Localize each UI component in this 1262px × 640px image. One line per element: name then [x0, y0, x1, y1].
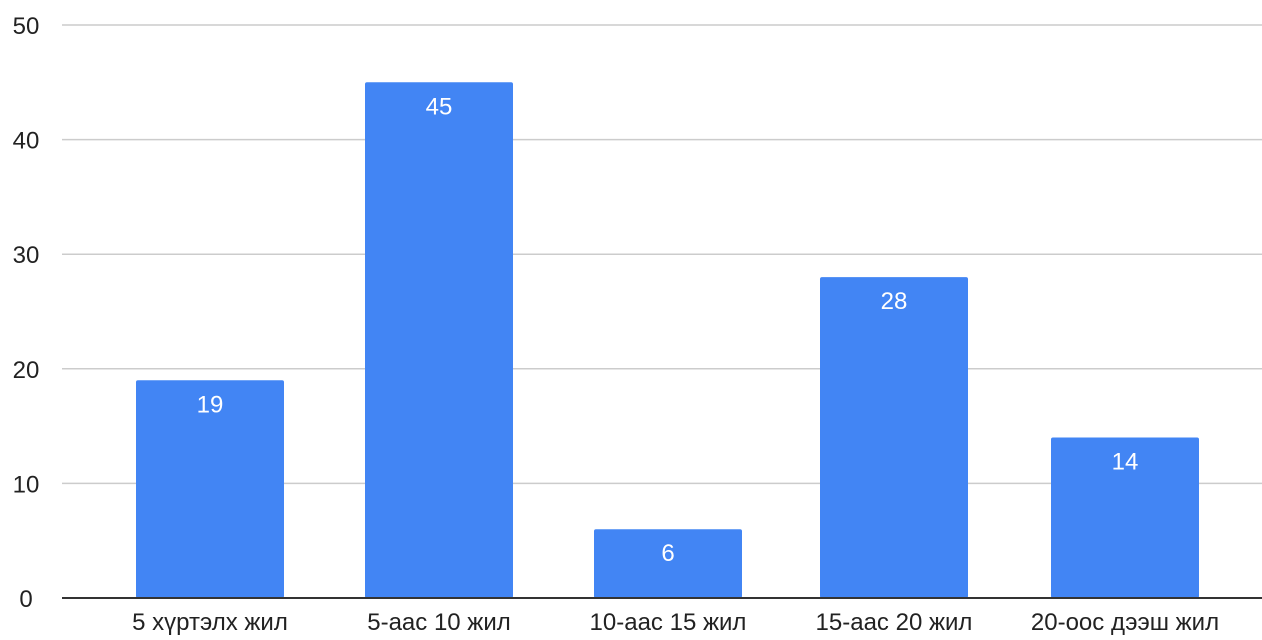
data-label-5: 14 — [1112, 449, 1139, 476]
x-category-label-5: 20-оос дээш жил — [1031, 609, 1219, 636]
x-axis-categories: 5 хүртэлх жил 5-аас 10 жил 10-аас 15 жил 15… — [132, 609, 1219, 636]
bar-3 — [594, 529, 742, 598]
y-tick-label: 20 — [13, 357, 40, 384]
y-tick-label: 0 — [19, 586, 32, 613]
bar-4 — [820, 277, 968, 598]
x-category-label-3: 10-аас 15 жил — [590, 609, 747, 636]
bar-5 — [1051, 437, 1199, 598]
y-tick-label: 10 — [13, 471, 40, 498]
x-category-label-2: 5-аас 10 жил — [367, 609, 511, 636]
y-tick-label: 30 — [13, 242, 40, 269]
y-tick-label: 40 — [13, 128, 40, 155]
bars — [136, 82, 1199, 599]
data-label-1: 19 — [197, 391, 224, 418]
data-label-2: 45 — [426, 93, 453, 120]
x-category-label-4: 15-аас 20 жил — [816, 609, 973, 636]
bar-2 — [365, 82, 513, 599]
data-label-3: 6 — [661, 540, 674, 567]
bar-1 — [136, 380, 284, 598]
y-tick-label: 50 — [13, 13, 40, 40]
x-category-label-1: 5 хүртэлх жил — [132, 609, 288, 636]
data-labels: 19 45 6 28 14 — [197, 93, 1139, 567]
data-label-4: 28 — [881, 288, 908, 315]
y-axis-ticks: 0 10 20 30 40 50 — [13, 13, 40, 613]
